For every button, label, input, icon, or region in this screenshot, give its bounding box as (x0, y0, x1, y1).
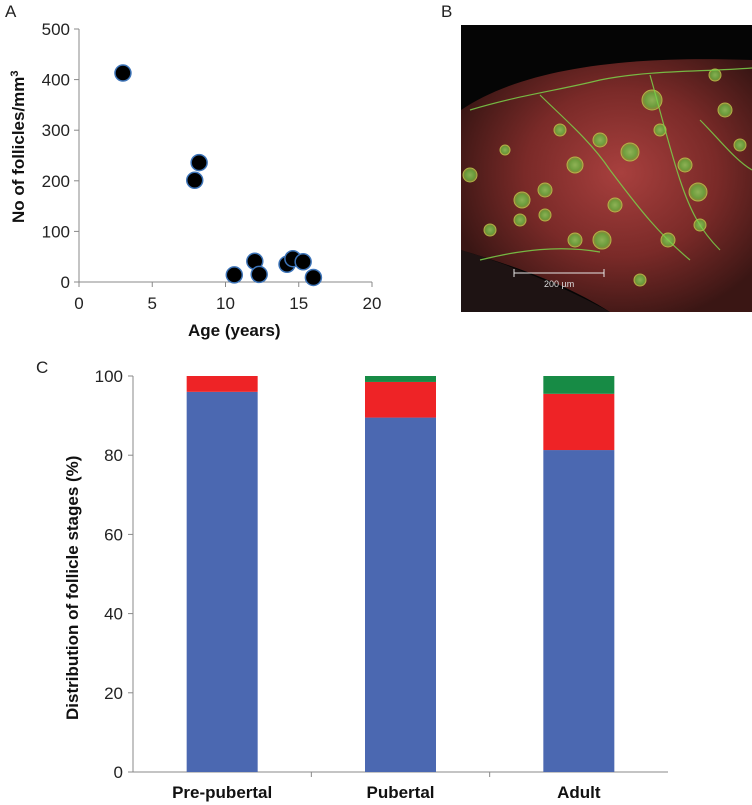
oocyte (641, 89, 663, 111)
oocyte (633, 273, 647, 287)
scatter-point (114, 64, 132, 82)
oocyte (688, 182, 708, 202)
category-label: Pubertal (366, 783, 434, 802)
bar-segment-stage-2 (365, 381, 436, 418)
y-tick-label: 400 (42, 71, 70, 90)
x-tick-label: 10 (216, 294, 235, 313)
panel-label-b: B (441, 2, 452, 21)
oocyte (537, 182, 553, 198)
y-tick-label: 300 (42, 121, 70, 140)
oocyte (717, 102, 733, 118)
y-tick-label: 40 (104, 605, 123, 624)
scatter-point (225, 266, 244, 284)
stromal-fibers (469, 67, 752, 261)
y-tick-label: 200 (42, 172, 70, 191)
tissue-region (461, 59, 752, 312)
scale-bar-label: 200 µm (544, 279, 574, 289)
y-tick-label: 60 (104, 525, 123, 544)
bar-segment-stage-1 (365, 417, 436, 772)
micrograph-image: 200 µm (461, 25, 752, 312)
y-tick-label: 20 (104, 684, 123, 703)
oocyte (592, 230, 612, 250)
category-label: Pre-pubertal (172, 783, 272, 802)
oocytes (462, 68, 747, 287)
scatter-point (294, 253, 312, 271)
oocyte (653, 123, 667, 137)
scatter-plot-a: 0 100 200 300 400 500 0 5 10 15 20 Age (years) No… (9, 20, 381, 340)
scatter-point (304, 268, 323, 287)
category-label: Adult (557, 783, 601, 802)
scale-bar: 200 µm (513, 269, 605, 289)
panel-label-a: A (5, 2, 17, 21)
oocyte (592, 132, 608, 148)
scatter-point (250, 265, 268, 284)
oocyte (499, 144, 511, 156)
y-tick-label: 500 (42, 20, 70, 39)
x-tick-label: 5 (148, 294, 157, 313)
y-tick-label: 100 (42, 222, 70, 241)
x-axis-title-a: Age (years) (188, 321, 281, 340)
bar-segment-stage-1 (543, 450, 615, 772)
oocyte (733, 138, 747, 152)
oocyte (620, 142, 640, 162)
y-tick-label: 100 (95, 367, 123, 386)
bar-segment-stage-2 (543, 393, 615, 451)
oocyte (513, 213, 527, 227)
panel-label-c: C (36, 358, 48, 377)
oocyte (553, 123, 567, 137)
tissue-edge (461, 250, 610, 312)
y-axis-title-a: No of follicles/mm3 (9, 70, 28, 223)
oocyte (677, 157, 693, 173)
oocyte (567, 232, 583, 248)
oocyte (607, 197, 623, 213)
oocyte (483, 223, 497, 237)
oocyte (513, 191, 531, 209)
bar-segment-stage-2 (186, 376, 258, 392)
scatter-point (190, 153, 208, 172)
y-tick-label: 80 (104, 446, 123, 465)
oocyte (462, 167, 478, 183)
y-axis-title-c: Distribution of follicle stages (%) (63, 456, 82, 720)
bar-segment-stage-3 (543, 376, 615, 394)
scatter-point (185, 171, 204, 190)
stacked-bar-chart-c: 0 20 40 60 80 100 Pre-pubertal Pubertal Adult D… (63, 367, 668, 802)
x-tick-label: 15 (289, 294, 308, 313)
bar-segment-stage-3 (365, 376, 436, 382)
y-tick-label: 0 (114, 763, 123, 782)
bar-segment-stage-1 (186, 391, 258, 772)
y-tick-label: 0 (61, 273, 70, 292)
oocyte (566, 156, 584, 174)
oocyte (708, 68, 722, 82)
x-tick-label: 20 (363, 294, 382, 313)
x-tick-label: 0 (74, 294, 83, 313)
oocyte (538, 208, 552, 222)
